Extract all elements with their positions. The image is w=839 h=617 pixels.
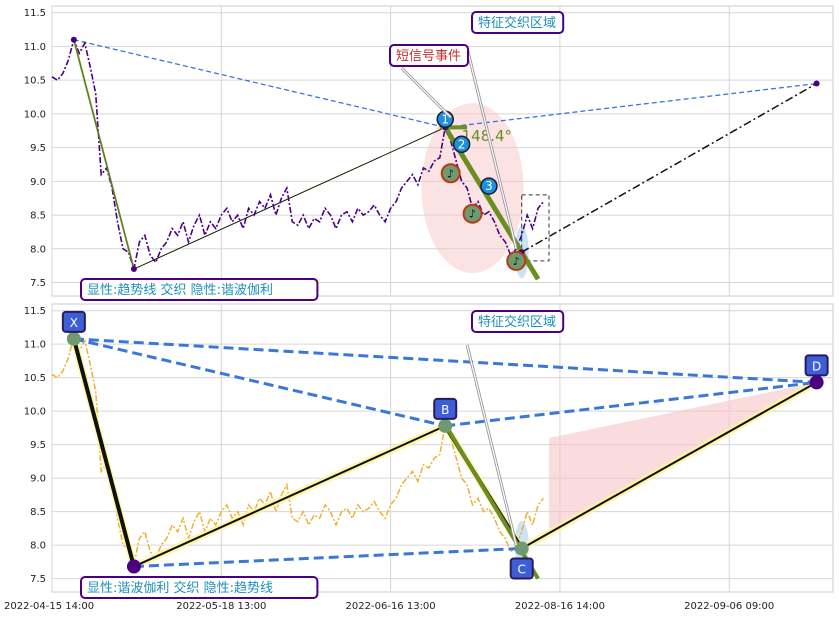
harmonic-point-label: X (70, 316, 78, 330)
event-label: 3 (485, 179, 493, 193)
y-tick-label: 8.5 (30, 507, 46, 518)
y-tick-label: 10.5 (24, 76, 46, 87)
y-tick-label: 9.0 (30, 177, 46, 188)
harmonic-point-dot (514, 541, 529, 556)
feature-zone-callout: 特征交织区域 (478, 15, 556, 31)
harmonic-point-box (804, 354, 829, 377)
callout-arrow-signal-inner (401, 67, 452, 118)
event-badge (452, 135, 471, 154)
feature-zone-callout: 特征交织区域 (478, 314, 556, 330)
harmonic-point-box (509, 557, 534, 580)
note-badge (462, 203, 483, 224)
harmonic-leg (71, 338, 136, 568)
event-label: 2 (458, 137, 466, 151)
harmonic-point-dot (809, 375, 824, 390)
y-tick-label: 9.5 (30, 143, 46, 154)
bottom-panel: 7.5 8.0 8.5 9.0 9.5 10.0 10.5 11.0 11.5 X B C D 特征交织区… (24, 303, 834, 599)
trend-line-ab (133, 126, 446, 270)
feature-zone-callout-box (471, 11, 565, 34)
y-tick-label: 8.0 (30, 244, 46, 255)
x-tick-label: 2022-09-06 09:00 (684, 601, 774, 612)
harmonic-point-dot (438, 418, 453, 433)
harmonic-point-box (61, 310, 86, 333)
event-label: 1 (441, 112, 449, 126)
y-tick-label: 10.0 (24, 407, 46, 418)
dashed-line-bd (445, 82, 817, 129)
harmonic-leg (133, 424, 446, 568)
callout-arrow-zone-inner (466, 344, 517, 546)
pivot-dot (70, 36, 77, 43)
harmonic-point-dot (126, 559, 141, 574)
harmonic-connector (133, 546, 522, 569)
x-axis: 2022-04-15 14:00 2022-05-18 13:00 2022-06-… (4, 601, 774, 612)
y-tick-label: 11.5 (24, 306, 46, 317)
legend-callout-box (80, 278, 319, 301)
dashdot-line-cd (521, 82, 817, 253)
price-line (51, 335, 545, 569)
top-panel: 7.5 8.0 8.5 9.0 9.5 10.0 10.5 11.0 11.5 148.4° ♪ ♪ ♪… (24, 5, 834, 301)
note-badge (506, 250, 527, 271)
harmonic-connector (73, 337, 817, 384)
pivot-dot (130, 266, 137, 273)
legend-callout-box (80, 576, 319, 599)
olive-line-xa (72, 39, 135, 270)
note-icon: ♪ (469, 208, 476, 221)
y-tick-label: 10.0 (24, 109, 46, 120)
dashed-box (521, 194, 550, 262)
x-tick-label: 2022-04-15 14:00 (4, 601, 94, 612)
y-tick-label: 9.0 (30, 474, 46, 485)
harmonic-point-label: B (441, 403, 449, 417)
note-icon: ♪ (513, 255, 520, 268)
legend-callout: 显性:谐波伽利 交织 隐性:趋势线 (87, 580, 273, 596)
note-badge (440, 163, 461, 184)
harmonic-point-label: C (517, 562, 525, 576)
y-tick-label: 11.0 (24, 42, 46, 53)
y-tick-label: 9.5 (30, 440, 46, 451)
x-tick-label: 2022-08-16 14:00 (515, 601, 605, 612)
angle-label: 148.4° (462, 127, 512, 145)
harmonic-leg (521, 381, 818, 550)
harmonic-point-label: D (812, 359, 821, 373)
note-icon: ♪ (447, 167, 454, 180)
y-tick-label: 7.5 (30, 574, 46, 585)
x-tick-label: 2022-06-16 13:00 (346, 601, 436, 612)
y-tick-label: 10.5 (24, 373, 46, 384)
harmonic-point-dot (66, 331, 81, 346)
short-signal-callout-box (389, 44, 469, 67)
callout-arrow-zone-inner (466, 47, 517, 249)
event-badge (480, 177, 498, 195)
feature-zone-callout-box (471, 310, 565, 333)
harmonic-connector (445, 380, 817, 428)
short-signal-callout: 短信号事件 (396, 49, 461, 64)
y-tick-label: 8.0 (30, 541, 46, 552)
harmonic-point-box (433, 397, 458, 420)
y-tick-label: 8.5 (30, 211, 46, 222)
x-tick-label: 2022-05-18 13:00 (176, 601, 266, 612)
y-tick-label: 11.5 (24, 8, 46, 19)
y-tick-label: 11.0 (24, 340, 46, 351)
legend-callout: 显性:趋势线 交织 隐性:谐波伽利 (87, 282, 273, 298)
harmonic-connector (73, 337, 446, 428)
y-tick-label: 7.5 (30, 278, 46, 289)
pivot-dot (813, 80, 820, 87)
